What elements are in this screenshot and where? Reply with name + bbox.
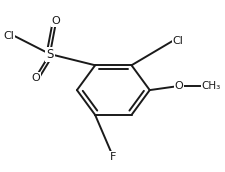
Text: Cl: Cl [172, 36, 183, 46]
Text: O: O [174, 81, 182, 91]
Text: CH₃: CH₃ [201, 81, 220, 91]
Text: S: S [46, 47, 53, 61]
Text: O: O [52, 16, 60, 26]
Text: O: O [31, 73, 40, 83]
Text: Cl: Cl [4, 31, 14, 41]
Text: F: F [110, 152, 116, 162]
